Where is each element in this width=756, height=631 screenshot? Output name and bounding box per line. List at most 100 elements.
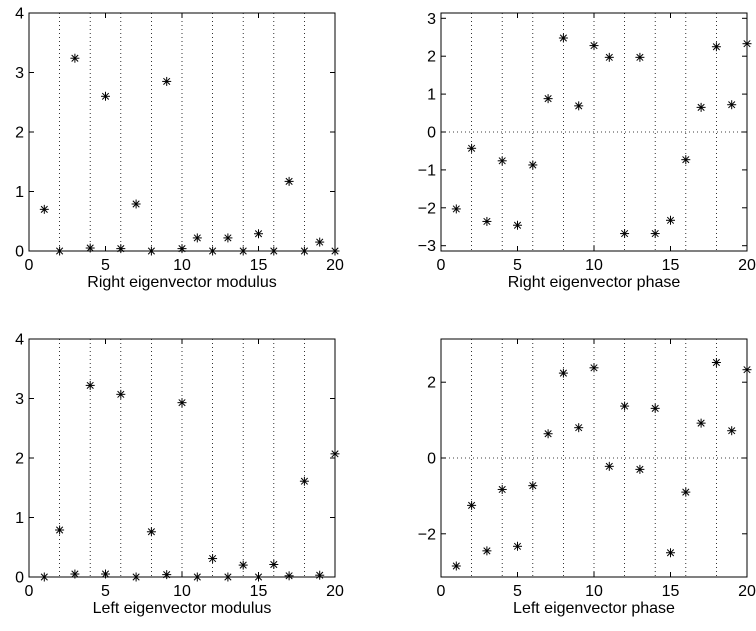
data-point	[299, 246, 309, 256]
data-point	[315, 237, 325, 247]
y-tick-label: 1	[427, 87, 436, 104]
marker-stroke	[621, 229, 629, 238]
data-point	[727, 100, 737, 110]
marker-stroke	[590, 41, 598, 50]
x-tick-label: 10	[173, 257, 191, 274]
marker-stroke	[666, 216, 675, 224]
data-point	[70, 569, 80, 579]
x-tick-label: 20	[738, 583, 756, 600]
x-tick-label: 15	[250, 583, 268, 600]
marker-stroke	[743, 40, 751, 48]
marker-stroke	[300, 247, 308, 255]
data-point	[604, 461, 614, 471]
y-tick-label: 3	[15, 65, 24, 82]
marker-stroke	[529, 482, 537, 490]
data-point	[711, 357, 721, 367]
data-point	[116, 244, 126, 254]
data-point	[604, 52, 614, 62]
x-tick-label: 20	[326, 583, 344, 600]
y-tick-label: −3	[418, 238, 436, 255]
x-tick-label: 10	[585, 257, 603, 274]
marker-stroke	[682, 488, 690, 496]
y-tick-label: −2	[418, 526, 436, 543]
marker-stroke	[270, 560, 278, 569]
data-point	[223, 572, 233, 582]
data-point	[742, 365, 752, 375]
data-point	[574, 101, 584, 111]
data-point	[330, 246, 340, 256]
marker-stroke	[621, 402, 629, 410]
marker-stroke	[193, 573, 201, 581]
marker-stroke	[452, 562, 460, 570]
x-tick-label: 5	[513, 257, 522, 274]
data-point	[39, 204, 49, 214]
y-tick-label: 3	[15, 391, 24, 408]
marker-stroke	[331, 247, 339, 255]
data-point	[208, 246, 218, 256]
y-tick-label: 0	[15, 244, 24, 261]
marker-stroke	[605, 462, 613, 470]
data-point	[711, 42, 721, 52]
x-axis-label: Right eigenvector phase	[508, 274, 681, 291]
marker-stroke	[513, 221, 522, 229]
axes-frame	[28, 12, 336, 252]
panel-left-modulus: 0 5 10 15 20 0 1 2 3 4 Left eigenvector modulus	[15, 332, 344, 618]
marker-stroke	[590, 364, 598, 372]
marker-stroke	[40, 573, 48, 581]
data-point	[162, 76, 172, 86]
x-tick-label: 5	[101, 257, 110, 274]
data-point	[192, 572, 202, 582]
marker-stroke	[559, 369, 567, 377]
data-point	[574, 423, 584, 433]
data-point	[70, 53, 80, 63]
marker-stroke	[209, 247, 217, 255]
data-point	[299, 476, 309, 486]
marker-stroke	[316, 571, 324, 579]
x-tick-label: 5	[513, 583, 522, 600]
marker-stroke	[56, 247, 64, 255]
marker-stroke	[270, 247, 278, 255]
data-point	[330, 449, 340, 459]
data-point	[497, 156, 507, 166]
marker-stroke	[331, 450, 339, 458]
data-point	[543, 429, 553, 439]
marker-stroke	[224, 573, 232, 581]
marker-stroke	[498, 485, 506, 494]
marker-stroke	[316, 238, 324, 246]
marker-stroke	[193, 234, 201, 242]
data-point	[482, 546, 492, 556]
data-point	[284, 571, 294, 581]
x-tick-label: 15	[662, 257, 680, 274]
marker-stroke	[254, 573, 263, 581]
data-point	[177, 244, 187, 254]
data-point	[497, 484, 507, 494]
data-point	[742, 39, 752, 49]
x-axis-label: Left eigenvector modulus	[93, 600, 272, 617]
y-tick-label: −2	[418, 200, 436, 217]
marker-stroke	[147, 528, 155, 536]
data-point	[696, 418, 706, 428]
data-point	[513, 541, 522, 551]
marker-stroke	[651, 229, 659, 238]
marker-stroke	[529, 161, 537, 169]
marker-stroke	[71, 54, 79, 62]
y-tick-label: 2	[427, 375, 436, 392]
data-point	[315, 570, 325, 580]
marker-stroke	[483, 547, 491, 555]
marker-stroke	[513, 542, 522, 550]
data-point	[101, 569, 110, 579]
marker-stroke	[300, 477, 308, 485]
marker-stroke	[132, 200, 140, 208]
data-point	[177, 398, 187, 408]
marker-stroke	[239, 247, 247, 255]
data-point	[146, 527, 156, 537]
marker-stroke	[697, 103, 705, 111]
data-point	[269, 246, 279, 256]
data-point	[513, 220, 522, 230]
data-point	[116, 389, 126, 399]
y-tick-label: 3	[427, 11, 436, 28]
y-tick-label: 4	[15, 6, 24, 23]
x-axis-label: Right eigenvector modulus	[87, 274, 276, 291]
data-point	[666, 548, 675, 558]
marker-stroke	[86, 381, 94, 390]
